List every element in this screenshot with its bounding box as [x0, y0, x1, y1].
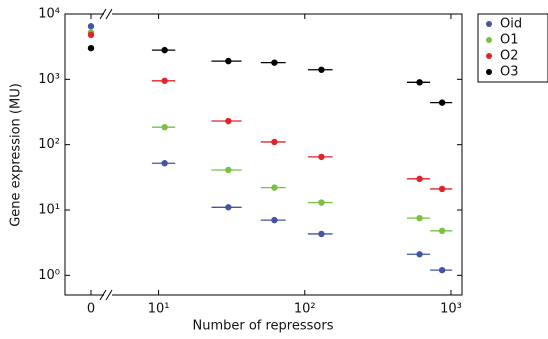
point	[87, 44, 95, 52]
legend-marker	[486, 69, 492, 75]
point	[225, 166, 232, 174]
point	[318, 199, 325, 206]
legend-label: O2	[500, 49, 519, 64]
x-tick-label: 0	[87, 302, 95, 317]
point	[225, 57, 232, 65]
x-tick-label: 10³	[440, 302, 462, 317]
legend-marker	[486, 21, 492, 27]
legend-marker	[486, 37, 492, 43]
point	[87, 31, 95, 39]
point	[87, 23, 95, 30]
y-tick-label: 10⁴	[38, 7, 60, 22]
point	[438, 227, 446, 235]
y-tick-label: 10¹	[38, 202, 60, 217]
point	[318, 66, 325, 73]
point	[318, 230, 325, 238]
point	[225, 117, 232, 125]
point	[416, 79, 423, 86]
point	[161, 46, 168, 54]
point	[318, 153, 325, 161]
point	[438, 266, 446, 274]
point	[161, 77, 168, 84]
point	[271, 138, 278, 146]
point	[416, 175, 423, 183]
legend-label: O1	[500, 33, 519, 48]
point	[271, 59, 278, 66]
point	[416, 214, 423, 222]
x-tick-label: 10²	[294, 302, 316, 317]
y-axis-label: Gene expression (MU)	[9, 83, 24, 227]
y-tick-label: 10⁰	[38, 268, 60, 283]
x-axis-label: Number of repressors	[192, 319, 333, 334]
x-tick-label: 10¹	[148, 302, 170, 317]
y-tick-label: 10³	[38, 72, 60, 87]
point	[271, 216, 278, 224]
point	[161, 160, 168, 167]
point	[438, 99, 446, 106]
legend-label: Oid	[500, 17, 522, 32]
legend-marker	[486, 53, 492, 59]
frame	[64, 8, 463, 301]
point	[438, 185, 446, 193]
legend-label: O3	[500, 65, 519, 80]
point	[225, 204, 232, 211]
point	[416, 251, 423, 258]
y-tick-label: 10²	[38, 137, 60, 152]
point	[271, 184, 278, 191]
point	[161, 124, 168, 131]
